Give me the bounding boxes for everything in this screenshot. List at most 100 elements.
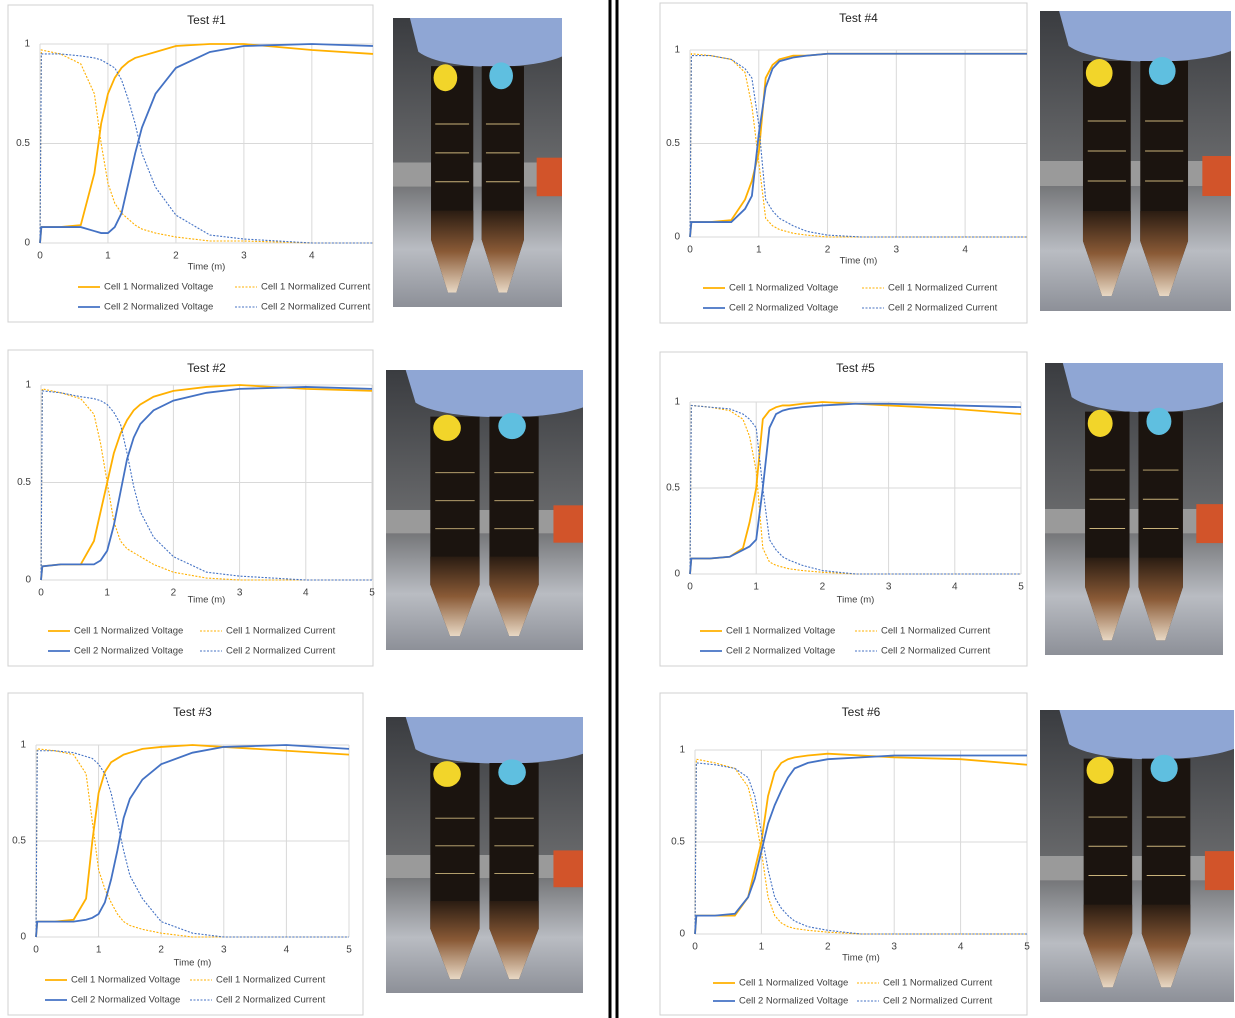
x-tick-label: 2: [825, 942, 831, 953]
series-line: [689, 53, 1027, 238]
chart: Test #1 0 0.5 1 0 1 2 3 4 Time (m) Cell 1 Normaliz…: [7, 4, 374, 323]
legend-label: Cell 1 Normalized Current: [881, 626, 991, 637]
legend-label: Cell 2 Normalized Current: [888, 303, 998, 314]
x-tick-label: 5: [1018, 582, 1024, 593]
series-line: [35, 744, 350, 938]
series-line: [40, 386, 373, 581]
x-tick-label: 5: [346, 945, 352, 956]
y-tick-label: 0: [20, 932, 26, 943]
x-tick-label: 4: [309, 251, 315, 262]
series-line: [35, 744, 350, 938]
series-line: [694, 754, 1027, 935]
legend-label: Cell 2 Normalized Voltage: [71, 995, 180, 1006]
legend-label: Cell 2 Normalized Current: [883, 996, 993, 1007]
x-axis-title: Time (m): [174, 958, 212, 969]
series-line: [689, 52, 1027, 238]
y-tick-label: 0.5: [17, 477, 31, 488]
series-line: [694, 762, 1027, 935]
x-tick-label: 4: [303, 588, 309, 599]
x-tick-label: 0: [33, 945, 39, 956]
legend-label: Cell 2 Normalized Current: [226, 646, 336, 657]
chart-title: Test #2: [187, 361, 226, 375]
legend-label: Cell 1 Normalized Voltage: [74, 626, 183, 637]
legend-label: Cell 1 Normalized Current: [261, 282, 371, 293]
legend-label: Cell 2 Normalized Voltage: [739, 996, 848, 1007]
photo: [386, 717, 583, 993]
legend-label: Cell 1 Normalized Voltage: [739, 978, 848, 989]
series-line: [694, 752, 1028, 935]
chart-frame: [7, 349, 374, 667]
series-line: [39, 43, 374, 244]
chart-title: Test #6: [842, 705, 881, 719]
legend-label: Cell 1 Normalized Voltage: [726, 626, 835, 637]
x-tick-label: 2: [171, 588, 177, 599]
x-tick-label: 3: [894, 245, 900, 256]
y-tick-label: 0: [25, 575, 31, 586]
y-tick-label: 1: [25, 380, 31, 391]
x-axis-title: Time (m): [837, 595, 875, 606]
legend-label: Cell 1 Normalized Voltage: [104, 282, 213, 293]
legend-label: Cell 1 Normalized Current: [888, 283, 998, 294]
chart: Test #6 0 0.5 1 0 1 2 3 4 5 Time (m) Cell 1 Normali…: [659, 692, 1030, 1016]
chart-title: Test #5: [836, 361, 875, 375]
x-tick-label: 2: [173, 251, 179, 262]
legend-label: Cell 2 Normalized Voltage: [726, 646, 835, 657]
x-tick-label: 0: [38, 588, 44, 599]
x-tick-label: 1: [753, 582, 759, 593]
series-line: [40, 390, 372, 581]
y-tick-label: 0.5: [16, 138, 30, 149]
photo: [1045, 363, 1223, 655]
x-tick-label: 1: [104, 588, 110, 599]
photo: [1040, 710, 1234, 1002]
x-tick-label: 4: [958, 942, 964, 953]
y-tick-label: 1: [674, 45, 680, 56]
legend-label: Cell 2 Normalized Current: [261, 302, 371, 313]
y-tick-label: 0: [674, 232, 680, 243]
chart-title: Test #4: [839, 11, 878, 25]
legend-label: Cell 1 Normalized Current: [883, 978, 993, 989]
y-tick-label: 1: [24, 39, 30, 50]
chart: Test #3 0 0.5 1 0 1 2 3 4 5 Time (m) Cell 1 Normali…: [7, 692, 364, 1016]
series-line: [689, 55, 1027, 238]
y-tick-label: 0: [24, 238, 30, 249]
x-tick-label: 0: [692, 942, 698, 953]
x-axis-title: Time (m): [840, 256, 878, 267]
series-line: [689, 402, 1022, 575]
x-tick-label: 3: [891, 942, 897, 953]
chart-frame: [659, 692, 1028, 1016]
x-tick-label: 3: [886, 582, 892, 593]
x-tick-label: 3: [221, 945, 227, 956]
x-tick-label: 4: [962, 245, 968, 256]
series-line: [39, 53, 373, 244]
y-tick-label: 0: [674, 569, 680, 580]
legend-label: Cell 1 Normalized Voltage: [729, 283, 838, 294]
photo: [386, 370, 583, 650]
x-tick-label: 4: [284, 945, 290, 956]
x-tick-label: 1: [759, 942, 765, 953]
y-tick-label: 1: [674, 397, 680, 408]
legend-label: Cell 1 Normalized Voltage: [71, 975, 180, 986]
x-axis-title: Time (m): [188, 262, 226, 273]
x-tick-label: 1: [756, 245, 762, 256]
y-tick-label: 1: [20, 740, 26, 751]
chart-title: Test #3: [173, 705, 212, 719]
x-tick-label: 3: [237, 588, 243, 599]
y-tick-label: 0.5: [666, 138, 680, 149]
x-tick-label: 1: [105, 251, 111, 262]
y-tick-label: 0: [679, 929, 685, 940]
chart-frame: [659, 2, 1028, 324]
legend-label: Cell 2 Normalized Voltage: [74, 646, 183, 657]
legend-label: Cell 2 Normalized Current: [881, 646, 991, 657]
legend-label: Cell 2 Normalized Current: [216, 995, 326, 1006]
x-tick-label: 3: [241, 251, 247, 262]
x-axis-title: Time (m): [188, 595, 226, 606]
series-line: [39, 43, 374, 244]
legend-label: Cell 1 Normalized Current: [216, 975, 326, 986]
x-tick-label: 0: [37, 251, 43, 262]
series-line: [40, 388, 372, 581]
chart-frame: [659, 351, 1028, 667]
x-axis-title: Time (m): [842, 953, 880, 964]
x-tick-label: 1: [96, 945, 102, 956]
x-tick-label: 2: [825, 245, 831, 256]
